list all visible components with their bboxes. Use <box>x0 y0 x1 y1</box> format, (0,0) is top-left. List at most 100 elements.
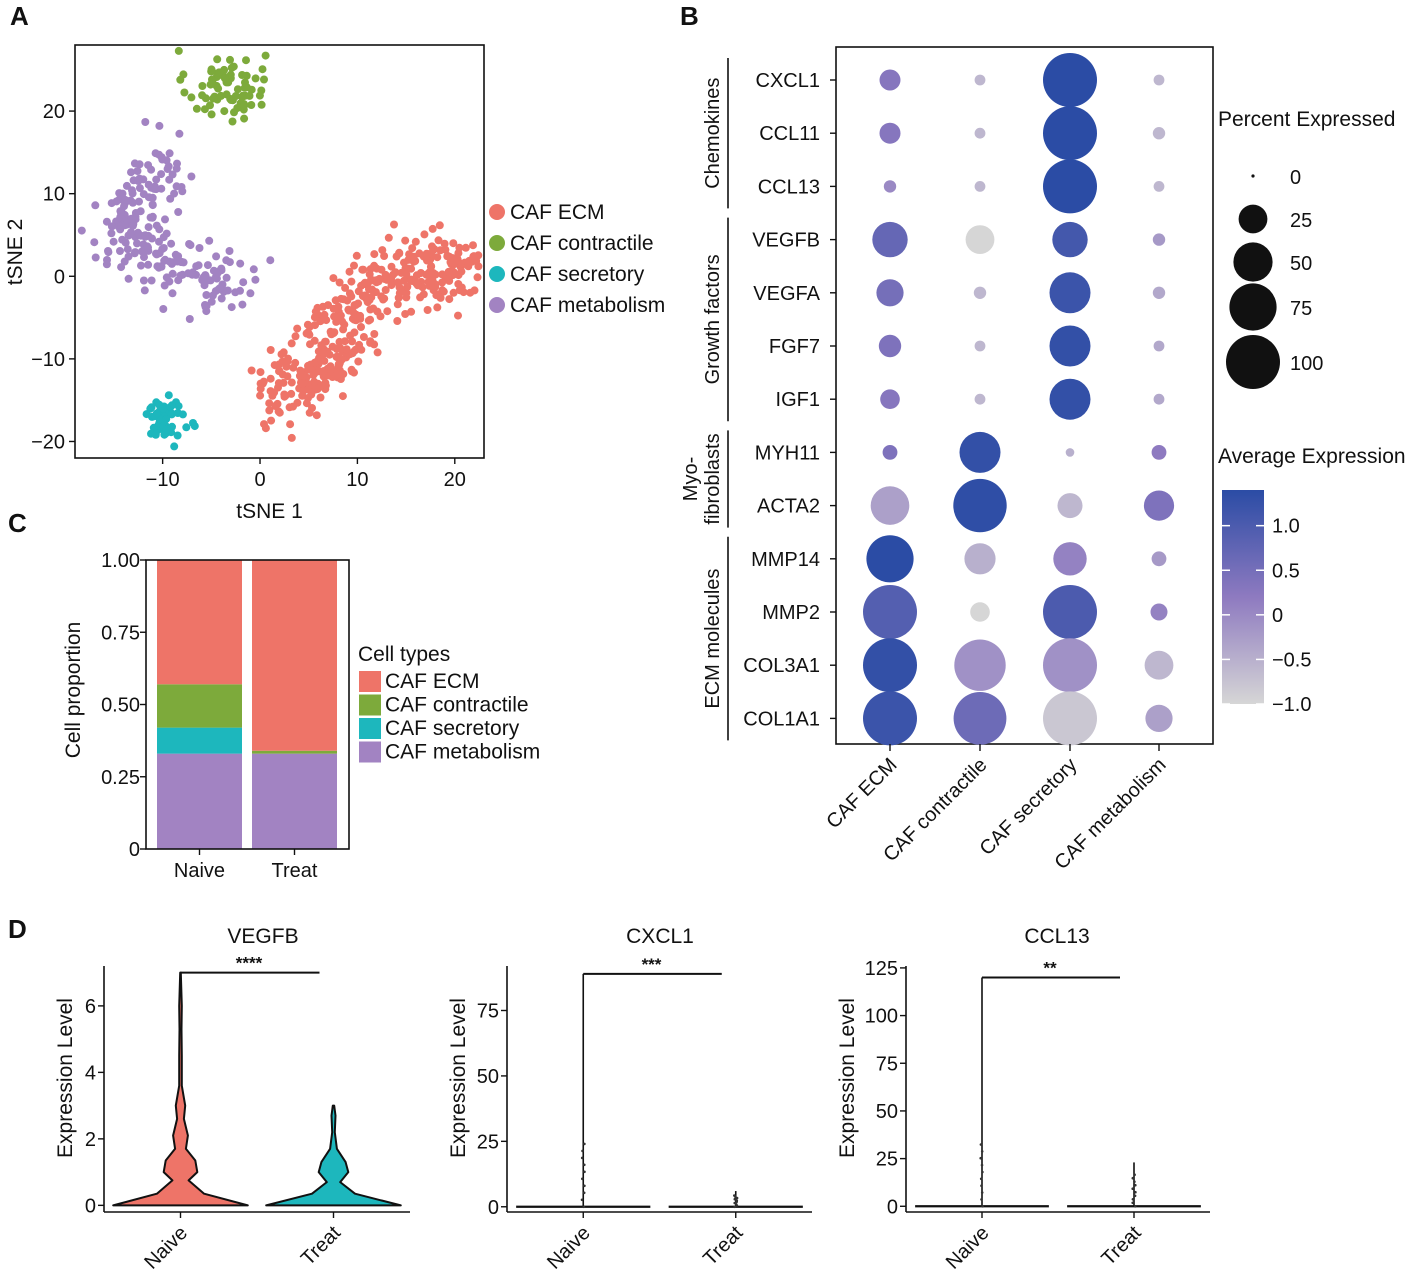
tsne-point <box>187 93 196 102</box>
tsne-point <box>240 114 249 123</box>
tsne-point <box>144 180 153 189</box>
color-tick-label: 0 <box>1272 605 1283 627</box>
tsne-point <box>118 189 127 198</box>
tsne-point <box>139 276 148 285</box>
tsne-point <box>167 239 176 248</box>
tsne-point <box>381 286 390 294</box>
tsne-point <box>168 269 177 278</box>
gene-label-col3a1: COL3A1 <box>743 655 820 677</box>
tsne-point <box>231 92 240 100</box>
tsne-point <box>423 306 432 314</box>
tsne-point <box>407 275 416 284</box>
tsne-point <box>361 278 370 287</box>
violin-point <box>735 1199 739 1202</box>
tsne-point <box>222 273 231 282</box>
tsne-point <box>450 257 459 266</box>
legend-label: CAF metabolism <box>510 294 665 317</box>
violin-point <box>980 1184 983 1187</box>
bar-naive-caf-contractile <box>157 684 242 728</box>
significance-stars: ** <box>1043 958 1057 977</box>
dot-vegfa-caf-contractile <box>973 286 987 299</box>
tsne-point <box>174 276 183 285</box>
tsne-point <box>135 184 144 193</box>
violin-panel-cxcl1: CXCL1 0 25 50 75 Expression Level Naive Treat **… <box>447 925 812 1274</box>
size-legend-dot <box>1226 335 1280 389</box>
tsne-point <box>370 330 379 338</box>
tsne-point <box>178 187 187 196</box>
legend-swatch <box>359 694 381 716</box>
tsne-point <box>133 239 141 248</box>
panel-label-b: B <box>680 1 699 31</box>
tsne-point <box>434 236 443 245</box>
dot-ccl13-caf-ecm <box>883 180 897 193</box>
tsne-point <box>423 256 431 265</box>
tsne-point <box>258 65 267 74</box>
x-tick-label: Naive <box>140 1222 192 1274</box>
tsne-point <box>127 228 135 237</box>
panel-label-d: D <box>8 914 27 944</box>
tsne-point <box>312 411 321 420</box>
legend-swatch <box>489 204 505 220</box>
violin-point <box>580 1156 584 1160</box>
tsne-point <box>161 215 169 224</box>
violin-point <box>583 1142 586 1146</box>
tsne-point <box>239 278 248 287</box>
tsne-point <box>222 256 231 265</box>
tsne-point <box>230 108 238 117</box>
violin-title: CXCL1 <box>626 925 694 948</box>
tsne-point <box>117 263 126 272</box>
tsne-point <box>316 393 325 402</box>
tsne-point <box>261 424 270 433</box>
violin-point <box>981 1170 984 1174</box>
gene-label-cxcl1: CXCL1 <box>756 70 820 92</box>
tsne-point <box>134 228 142 237</box>
tsne-point <box>352 251 361 260</box>
tsne-point <box>304 394 312 402</box>
gene-label-igf1: IGF1 <box>776 389 820 411</box>
tsne-point <box>354 357 363 366</box>
tsne-point <box>347 277 356 286</box>
tsne-point <box>285 403 294 412</box>
tsne-point <box>247 366 256 375</box>
tsne-point <box>356 311 365 320</box>
tsne-point <box>233 85 242 94</box>
tsne-point <box>438 270 447 279</box>
tsne-point <box>394 293 403 302</box>
tsne-point <box>195 244 204 252</box>
tsne-point <box>213 55 222 64</box>
tsne-point <box>116 225 125 234</box>
tsne-point <box>438 278 447 287</box>
tsne-point <box>130 159 139 168</box>
tsne-point <box>164 391 173 400</box>
tsne-point <box>413 281 422 290</box>
tsne-point <box>359 265 368 274</box>
tsne-point <box>391 268 400 277</box>
bar-naive-caf-ecm <box>157 560 242 685</box>
y-tick-label: 0 <box>85 1195 96 1217</box>
dot-vegfa-caf-ecm <box>876 279 904 307</box>
tsne-point <box>207 110 216 119</box>
y-tick-label: 125 <box>865 958 898 980</box>
tsne-points <box>77 46 483 451</box>
tsne-point <box>91 253 100 262</box>
tsne-point <box>454 311 462 320</box>
dot-cxcl1-caf-metabolism <box>1153 74 1165 86</box>
tsne-point <box>90 238 99 247</box>
tsne-point <box>279 378 288 387</box>
tsne-point <box>227 63 236 72</box>
tsne-point <box>329 329 338 338</box>
violin-point <box>1133 1173 1136 1176</box>
x-tick-label: Treat <box>297 1222 345 1270</box>
tsne-point <box>419 290 428 299</box>
tsne-point <box>265 399 274 408</box>
tsne-point <box>293 324 302 333</box>
tsne-point <box>242 56 250 65</box>
tsne-point <box>449 239 458 248</box>
dot-ccl11-caf-secretory <box>1043 106 1097 161</box>
legend-label: CAF secretory <box>385 717 520 740</box>
tsne-point <box>409 252 418 261</box>
tsne-point <box>208 291 217 300</box>
tsne-point <box>366 315 375 324</box>
dot-mmp2-caf-secretory <box>1043 585 1097 639</box>
tsne-point <box>444 267 453 276</box>
